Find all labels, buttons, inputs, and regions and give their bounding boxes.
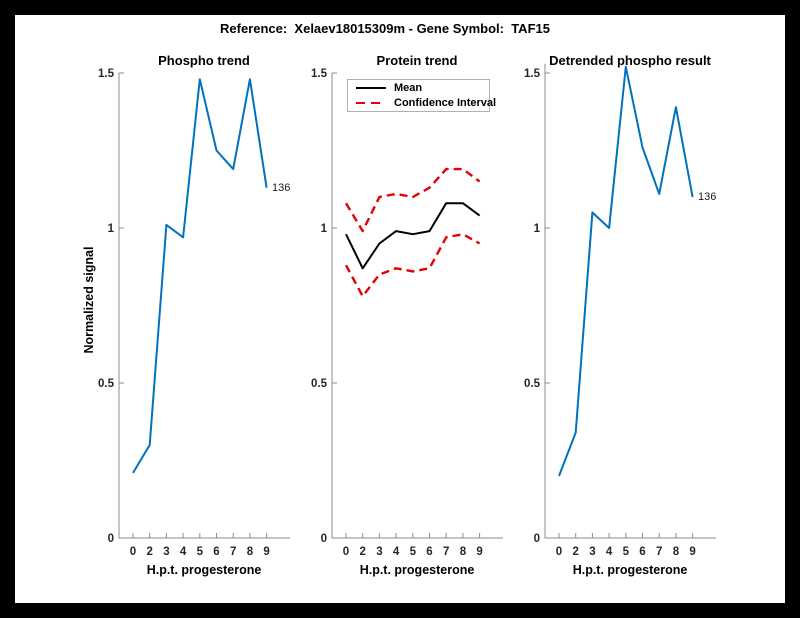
legend-item-mean: Mean xyxy=(348,81,489,95)
x-tick-label: 5 xyxy=(623,546,630,558)
y-tick-label: 0.5 xyxy=(524,378,541,390)
x-tick-label: 8 xyxy=(673,546,680,558)
x-tick-label: 3 xyxy=(163,546,169,558)
y-tick-label: 1.5 xyxy=(524,68,541,80)
x-tick-label: 3 xyxy=(589,546,595,558)
y-tick-label: 0.5 xyxy=(98,378,115,390)
y-tick-label: 1 xyxy=(321,223,328,235)
phospho-trend-title: Phospho trend xyxy=(158,53,250,68)
legend-label-mean: Mean xyxy=(394,82,423,94)
x-tick-label: 5 xyxy=(197,546,204,558)
phospho-signal-line xyxy=(132,78,268,474)
x-tick-label: 0 xyxy=(343,546,349,558)
phospho-trend-chart: 0 0.5 1 1.5 0 2 3 4 5 6 7 8 9 xyxy=(87,60,290,560)
phospho-end-value-label: 136 xyxy=(272,182,291,194)
legend-label-confidence-interval: Confidence Interval xyxy=(394,97,497,109)
mean-line xyxy=(345,202,481,270)
confidence-lower-line xyxy=(344,232,481,298)
x-tick-label: 9 xyxy=(476,546,482,558)
y-tick-label: 1 xyxy=(108,223,115,235)
axis-spine xyxy=(331,73,503,539)
x-tick-label: 4 xyxy=(180,546,187,558)
x-tick-label: 9 xyxy=(263,546,269,558)
figure-suptitle: Reference: Xelaev18015309m - Gene Symbol… xyxy=(220,21,550,36)
detrended-result-title: Detrended phospho result xyxy=(549,53,711,68)
axis-spine xyxy=(118,73,290,539)
x-tick-label: 2 xyxy=(146,546,152,558)
y-tick-label: 1.5 xyxy=(311,68,328,80)
confidence-line-sample-icon xyxy=(356,101,386,105)
x-tick-label: 0 xyxy=(130,546,136,558)
x-tick-label: 9 xyxy=(689,546,695,558)
x-tick-label: 6 xyxy=(426,546,432,558)
confidence-upper-line xyxy=(344,167,481,233)
x-axis-label-1: H.p.t. progesterone xyxy=(146,563,262,577)
detrended-end-value-label: 136 xyxy=(698,191,717,203)
y-tick-label: 1.5 xyxy=(98,68,115,80)
x-tick-label: 8 xyxy=(460,546,467,558)
y-tick-label: 0 xyxy=(321,533,327,545)
x-axis-label-2: H.p.t. progesterone xyxy=(359,563,475,577)
x-tick-label: 4 xyxy=(606,546,613,558)
x-tick-label: 8 xyxy=(247,546,254,558)
x-tick-label: 6 xyxy=(213,546,219,558)
protein-trend-chart: 0 0.5 1 1.5 0 2 3 4 5 6 7 8 9 xyxy=(300,60,503,560)
detrended-signal-line xyxy=(558,65,694,477)
y-tick-label: 0 xyxy=(108,533,114,545)
y-tick-label: 0 xyxy=(534,533,540,545)
y-tick-label: 1 xyxy=(534,223,541,235)
x-tick-label: 6 xyxy=(639,546,645,558)
mean-line-sample-icon xyxy=(356,87,386,89)
legend: Mean Confidence Interval xyxy=(347,79,496,112)
protein-trend-title: Protein trend xyxy=(376,53,458,68)
x-tick-label: 7 xyxy=(443,546,449,558)
x-tick-label: 4 xyxy=(393,546,400,558)
x-tick-label: 3 xyxy=(376,546,382,558)
x-tick-label: 7 xyxy=(230,546,236,558)
axis-spine xyxy=(544,63,716,539)
x-tick-label: 7 xyxy=(656,546,662,558)
x-tick-label: 2 xyxy=(572,546,578,558)
x-tick-label: 0 xyxy=(556,546,562,558)
y-tick-label: 0.5 xyxy=(311,378,328,390)
x-axis-label-3: H.p.t. progesterone xyxy=(572,563,688,577)
figure-canvas: Reference: Xelaev18015309m - Gene Symbol… xyxy=(15,15,785,603)
legend-item-confidence-interval: Confidence Interval xyxy=(348,96,496,110)
x-tick-label: 2 xyxy=(359,546,365,558)
detrended-result-chart: 0 0.5 1 1.5 0 2 3 4 5 6 7 8 9 xyxy=(513,60,716,560)
x-tick-label: 5 xyxy=(410,546,417,558)
